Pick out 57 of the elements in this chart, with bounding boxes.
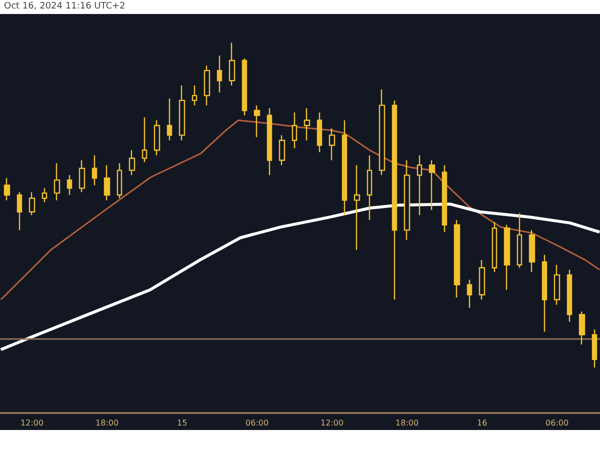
candlestick bbox=[242, 58, 248, 116]
candlestick bbox=[554, 264, 560, 306]
candlestick bbox=[504, 224, 510, 290]
candlestick bbox=[454, 219, 460, 298]
x-tick-label: 16 bbox=[476, 418, 488, 428]
candlestick bbox=[266, 108, 272, 176]
candlestick bbox=[278, 134, 286, 166]
candlestick bbox=[328, 128, 336, 161]
candlestick bbox=[4, 178, 10, 201]
candlestick bbox=[178, 84, 186, 142]
candlestick bbox=[304, 108, 310, 142]
candlestick bbox=[566, 269, 572, 322]
candlestick bbox=[228, 42, 236, 86]
candlestick bbox=[92, 154, 98, 186]
candlestick bbox=[366, 154, 372, 221]
candlestick bbox=[216, 55, 222, 93]
candlestick bbox=[528, 229, 536, 273]
candlestick bbox=[28, 191, 36, 216]
x-tick-label: 18:00 bbox=[396, 418, 419, 428]
candlestick bbox=[428, 160, 436, 211]
candlestick bbox=[254, 104, 260, 138]
candlestick bbox=[316, 112, 322, 153]
candlestick bbox=[66, 174, 72, 196]
candlestick bbox=[116, 162, 122, 199]
candlestick bbox=[128, 150, 136, 176]
candlestick bbox=[578, 311, 586, 346]
candlestick bbox=[442, 164, 448, 233]
x-tick-label: 06:00 bbox=[546, 418, 569, 428]
x-tick-label: 18:00 bbox=[96, 418, 119, 428]
candlestick bbox=[478, 259, 486, 300]
candlestick bbox=[416, 154, 422, 216]
text: Oct 16, 2024 11:16 UTC+2 bbox=[4, 2, 126, 12]
candlestick bbox=[542, 254, 548, 332]
candlestick bbox=[592, 328, 598, 368]
candlestick bbox=[466, 279, 472, 308]
candlestick bbox=[42, 188, 48, 203]
candlestick bbox=[354, 164, 360, 250]
candlestick bbox=[516, 212, 522, 268]
candlestick bbox=[104, 164, 110, 201]
candlestick bbox=[392, 100, 398, 300]
candlestick bbox=[378, 88, 386, 176]
candlestick bbox=[54, 162, 60, 201]
candlestick bbox=[292, 112, 298, 149]
x-tick-label: 12:00 bbox=[20, 418, 44, 428]
candlestick bbox=[78, 160, 86, 193]
x-tick-label: 06:00 bbox=[246, 418, 269, 428]
candlestick bbox=[342, 120, 348, 216]
candlestick bbox=[404, 160, 410, 240]
candlestick bbox=[142, 116, 148, 163]
candlestick bbox=[154, 120, 160, 156]
x-tick-label: 15 bbox=[176, 418, 188, 428]
candlestick bbox=[16, 191, 22, 231]
x-tick-label: 12:00 bbox=[320, 418, 344, 428]
candlestick bbox=[492, 221, 498, 273]
candlestick bbox=[192, 84, 198, 106]
candlestick bbox=[204, 65, 210, 106]
candlestick bbox=[166, 98, 172, 142]
